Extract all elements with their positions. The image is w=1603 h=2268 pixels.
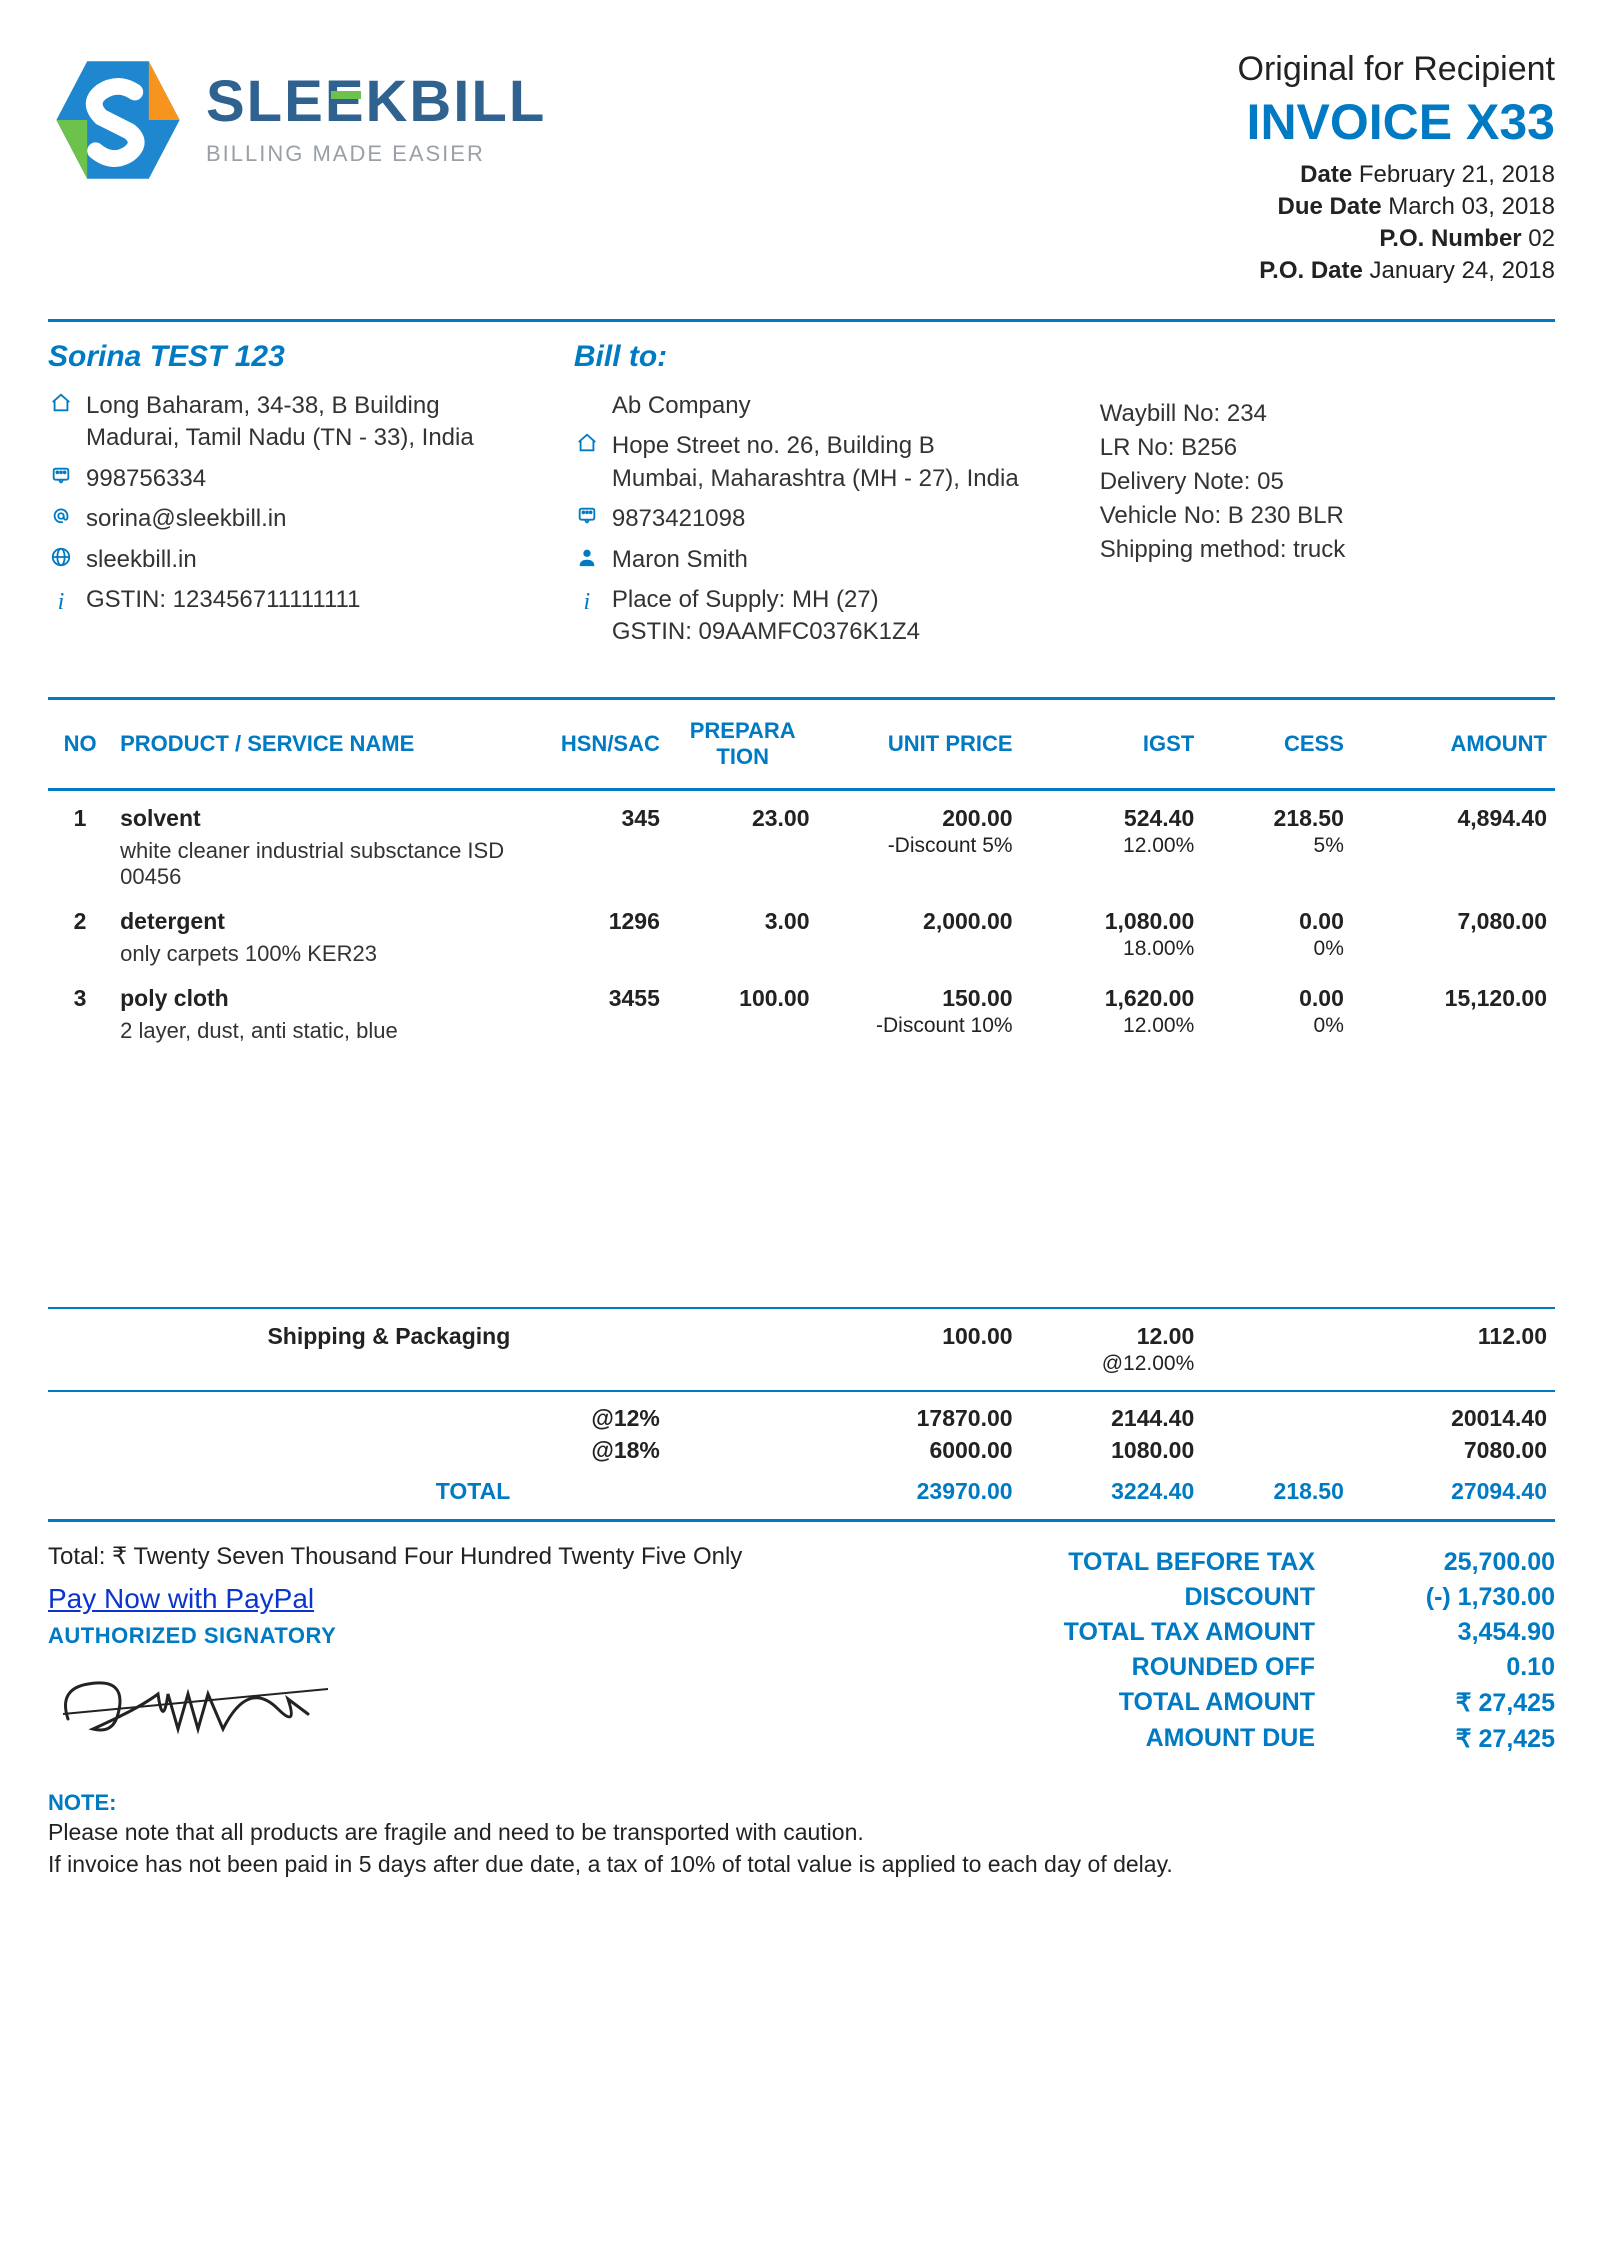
info-icon: i xyxy=(48,586,74,618)
buyer-block: Bill to: Ab Company Hope Street no. 26, … xyxy=(574,340,1080,657)
seller-title: Sorina TEST 123 xyxy=(48,340,554,374)
summary-before-tax: TOTAL BEFORE TAX25,700.00 xyxy=(884,1548,1555,1577)
note-heading: NOTE: xyxy=(48,1790,1555,1816)
invoice-title: INVOICE X33 xyxy=(1238,93,1555,151)
seller-phone: 998756334 xyxy=(48,463,554,495)
note-body: Please note that all products are fragil… xyxy=(48,1816,1555,1880)
authorized-signatory-label: AUTHORIZED SIGNATORY xyxy=(48,1623,854,1649)
logo-block: SLEEKBILL BILLING MADE EASIER xyxy=(48,50,546,190)
col-igst: IGST xyxy=(1021,698,1203,789)
items-table: NO PRODUCT / SERVICE NAME HSN/SAC PREPAR… xyxy=(48,697,1555,1522)
home-icon xyxy=(574,432,600,454)
shipping-block: Waybill No: 234 LR No: B256 Delivery Not… xyxy=(1100,340,1555,657)
signature-icon xyxy=(48,1659,348,1749)
table-row: 2detergentonly carpets 100% KER2312963.0… xyxy=(48,894,1555,971)
table-row: 1solventwhite cleaner industrial subscta… xyxy=(48,789,1555,894)
seller-email: sorina@sleekbill.in xyxy=(48,503,554,535)
summary-discount: DISCOUNT(-) 1,730.00 xyxy=(884,1583,1555,1612)
parties: Sorina TEST 123 Long Baharam, 34-38, B B… xyxy=(48,340,1555,657)
paypal-link[interactable]: Pay Now with PayPal xyxy=(48,1583,314,1615)
phone-icon xyxy=(574,505,600,527)
original-label: Original for Recipient xyxy=(1238,50,1555,89)
ship-waybill: Waybill No: 234 xyxy=(1100,400,1555,428)
logo-icon xyxy=(48,50,188,190)
table-row: 3poly cloth2 layer, dust, anti static, b… xyxy=(48,971,1555,1048)
amount-in-words: Total: ₹ Twenty Seven Thousand Four Hund… xyxy=(48,1542,854,1571)
footer: Total: ₹ Twenty Seven Thousand Four Hund… xyxy=(48,1542,1555,1760)
buyer-phone: 9873421098 xyxy=(574,503,1080,535)
col-price: UNIT PRICE xyxy=(818,698,1021,789)
ship-vehicle: Vehicle No: B 230 BLR xyxy=(1100,502,1555,530)
brand-tagline: BILLING MADE EASIER xyxy=(206,141,546,167)
meta-date: Date February 21, 2018 xyxy=(1238,161,1555,189)
col-prep: PREPARA TION xyxy=(668,698,818,789)
meta-due: Due Date March 03, 2018 xyxy=(1238,193,1555,221)
buyer-address: Hope Street no. 26, Building BMumbai, Ma… xyxy=(574,430,1080,495)
col-hsn: HSN/SAC xyxy=(518,698,668,789)
info-icon: i xyxy=(574,586,600,618)
brand-name: SLEEKBILL xyxy=(206,73,546,131)
summary-tax: TOTAL TAX AMOUNT3,454.90 xyxy=(884,1618,1555,1647)
col-name: PRODUCT / SERVICE NAME xyxy=(112,698,518,789)
meta-po: P.O. Number 02 xyxy=(1238,225,1555,253)
footer-left: Total: ₹ Twenty Seven Thousand Four Hund… xyxy=(48,1542,854,1760)
buyer-info: i Place of Supply: MH (27)GSTIN: 09AAMFC… xyxy=(574,584,1080,649)
col-no: NO xyxy=(48,698,112,789)
seller-block: Sorina TEST 123 Long Baharam, 34-38, B B… xyxy=(48,340,554,657)
col-amount: AMOUNT xyxy=(1352,698,1555,789)
total-row: TOTAL 23970.00 3224.40 218.50 27094.40 xyxy=(48,1470,1555,1521)
tax-breakdown-row: @12%@18% 17870.006000.00 2144.401080.00 … xyxy=(48,1391,1555,1470)
buyer-person: Maron Smith xyxy=(574,544,1080,576)
shipping-row: Shipping & Packaging 100.00 12.00@12.00%… xyxy=(48,1308,1555,1391)
home-icon xyxy=(48,392,74,414)
globe-icon xyxy=(48,546,74,568)
header: SLEEKBILL BILLING MADE EASIER Original f… xyxy=(48,50,1555,289)
summary-due: AMOUNT DUE₹ 27,425 xyxy=(884,1724,1555,1754)
header-meta: Original for Recipient INVOICE X33 Date … xyxy=(1238,50,1555,289)
ship-method: Shipping method: truck xyxy=(1100,536,1555,564)
ship-delivery: Delivery Note: 05 xyxy=(1100,468,1555,496)
person-icon xyxy=(574,546,600,568)
summary-total: TOTAL AMOUNT₹ 27,425 xyxy=(884,1688,1555,1718)
table-header-row: NO PRODUCT / SERVICE NAME HSN/SAC PREPAR… xyxy=(48,698,1555,789)
seller-address: Long Baharam, 34-38, B BuildingMadurai, … xyxy=(48,390,554,455)
phone-icon xyxy=(48,465,74,487)
meta-po-date: P.O. Date January 24, 2018 xyxy=(1238,257,1555,285)
summary-block: TOTAL BEFORE TAX25,700.00 DISCOUNT(-) 1,… xyxy=(884,1542,1555,1760)
buyer-title: Bill to: xyxy=(574,340,1080,374)
at-icon xyxy=(48,505,74,527)
seller-web: sleekbill.in xyxy=(48,544,554,576)
buyer-name: Ab Company xyxy=(574,390,1080,422)
ship-lr: LR No: B256 xyxy=(1100,434,1555,462)
col-cess: CESS xyxy=(1202,698,1352,789)
seller-gstin: i GSTIN: 123456711111111 xyxy=(48,584,554,618)
logo-text: SLEEKBILL BILLING MADE EASIER xyxy=(206,73,546,167)
divider xyxy=(48,319,1555,322)
summary-rounded: ROUNDED OFF0.10 xyxy=(884,1653,1555,1682)
